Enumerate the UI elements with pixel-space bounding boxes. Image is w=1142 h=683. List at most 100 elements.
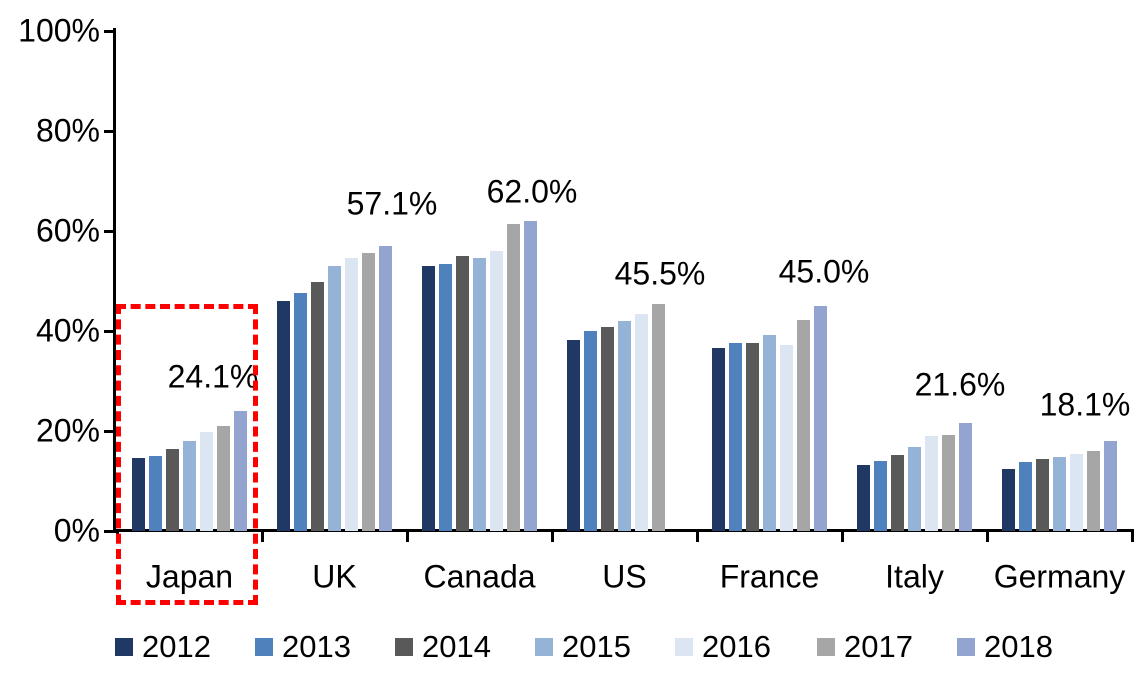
y-tick-label: 0% xyxy=(53,512,100,549)
bar-france-2012 xyxy=(712,348,725,531)
bar-germany-2016 xyxy=(1070,453,1083,531)
legend-label: 2014 xyxy=(422,629,491,664)
bar-germany-2018 xyxy=(1104,440,1117,531)
legend-label: 2018 xyxy=(984,629,1053,664)
bar-germany-2015 xyxy=(1053,456,1066,531)
bar-uk-2016 xyxy=(345,257,358,531)
bar-us-2016 xyxy=(635,314,648,531)
bar-italy-2015 xyxy=(908,446,921,531)
legend-label: 2013 xyxy=(282,629,351,664)
bar-uk-2014 xyxy=(311,281,324,531)
bar-japan-2012 xyxy=(132,457,145,531)
bar-italy-2013 xyxy=(874,460,887,531)
legend-item-2017: 2017 xyxy=(817,629,913,664)
legend-label: 2016 xyxy=(702,629,771,664)
legend-swatch-2017 xyxy=(817,638,835,656)
bar-us-2017 xyxy=(652,303,665,531)
bar-canada-2018 xyxy=(524,221,537,531)
y-tick-label: 60% xyxy=(35,212,100,249)
legend-label: 2017 xyxy=(844,629,913,664)
y-tick-mark xyxy=(104,330,115,333)
x-category-label: Japan xyxy=(145,558,234,595)
bar-canada-2014 xyxy=(456,256,469,531)
bar-japan-2018 xyxy=(234,410,247,531)
bar-japan-2014 xyxy=(166,448,179,531)
y-tick-mark xyxy=(104,230,115,233)
x-tick-mark xyxy=(986,531,989,542)
y-tick-label: 20% xyxy=(35,412,100,449)
bar-france-2017 xyxy=(797,319,810,531)
x-tick-mark xyxy=(406,531,409,542)
legend-swatch-2016 xyxy=(675,638,693,656)
x-tick-mark xyxy=(841,531,844,542)
legend-swatch-2012 xyxy=(115,638,133,656)
legend-item-2015: 2015 xyxy=(535,629,631,664)
data-label-canada: 62.0% xyxy=(486,173,578,210)
x-category-label: UK xyxy=(312,558,357,595)
bar-canada-2015 xyxy=(473,257,486,531)
bar-italy-2012 xyxy=(857,464,870,531)
bar-uk-2012 xyxy=(277,301,290,531)
y-tick-label: 100% xyxy=(18,12,100,49)
x-category-label: Italy xyxy=(885,558,944,595)
y-tick-mark xyxy=(104,530,115,533)
bar-us-2013 xyxy=(584,331,597,531)
x-category-label: Germany xyxy=(993,558,1126,595)
y-axis xyxy=(113,28,116,533)
bar-france-2018 xyxy=(814,306,827,531)
bar-germany-2013 xyxy=(1019,461,1032,531)
bar-italy-2018 xyxy=(959,423,972,531)
data-label-italy: 21.6% xyxy=(914,366,1006,403)
bar-canada-2016 xyxy=(490,251,503,531)
bar-germany-2014 xyxy=(1036,459,1049,531)
legend-item-2013: 2013 xyxy=(255,629,351,664)
bar-france-2016 xyxy=(780,344,793,531)
legend-item-2012: 2012 xyxy=(115,629,211,664)
bar-canada-2017 xyxy=(507,223,520,531)
legend-swatch-2013 xyxy=(255,638,273,656)
x-tick-mark xyxy=(551,531,554,542)
x-tick-mark xyxy=(1131,531,1134,542)
bar-uk-2015 xyxy=(328,265,341,531)
bar-germany-2017 xyxy=(1087,451,1100,531)
bar-us-2014 xyxy=(601,326,614,531)
bar-italy-2014 xyxy=(891,454,904,531)
bar-us-2015 xyxy=(618,321,631,531)
x-category-label: France xyxy=(719,558,820,595)
bar-japan-2017 xyxy=(217,426,230,531)
x-tick-mark xyxy=(696,531,699,542)
bar-france-2014 xyxy=(746,343,759,531)
legend-label: 2012 xyxy=(142,629,211,664)
bar-canada-2012 xyxy=(422,266,435,531)
y-tick-label: 40% xyxy=(35,312,100,349)
bar-canada-2013 xyxy=(439,263,452,531)
data-label-japan: 24.1% xyxy=(167,358,259,395)
legend-swatch-2018 xyxy=(957,638,975,656)
bar-uk-2017 xyxy=(362,252,375,531)
y-tick-mark xyxy=(104,430,115,433)
legend-item-2014: 2014 xyxy=(395,629,491,664)
legend-swatch-2015 xyxy=(535,638,553,656)
y-tick-mark xyxy=(104,130,115,133)
legend-swatch-2014 xyxy=(395,638,413,656)
bar-france-2015 xyxy=(763,335,776,531)
x-category-label: Canada xyxy=(423,558,536,595)
legend-item-2018: 2018 xyxy=(957,629,1053,664)
legend-label: 2015 xyxy=(562,629,631,664)
x-tick-mark xyxy=(261,531,264,542)
bar-italy-2017 xyxy=(942,435,955,531)
bar-uk-2018 xyxy=(379,245,392,531)
data-label-us: 45.5% xyxy=(614,255,706,292)
bar-france-2013 xyxy=(729,342,742,531)
y-tick-mark xyxy=(104,30,115,33)
data-label-france: 45.0% xyxy=(778,253,870,290)
bar-japan-2015 xyxy=(183,441,196,531)
bar-uk-2013 xyxy=(294,293,307,531)
bar-japan-2013 xyxy=(149,456,162,531)
japan-highlight-box xyxy=(116,304,258,605)
y-tick-label: 80% xyxy=(35,112,100,149)
bar-japan-2016 xyxy=(200,431,213,531)
data-label-germany: 18.1% xyxy=(1039,386,1131,423)
bar-italy-2016 xyxy=(925,436,938,531)
